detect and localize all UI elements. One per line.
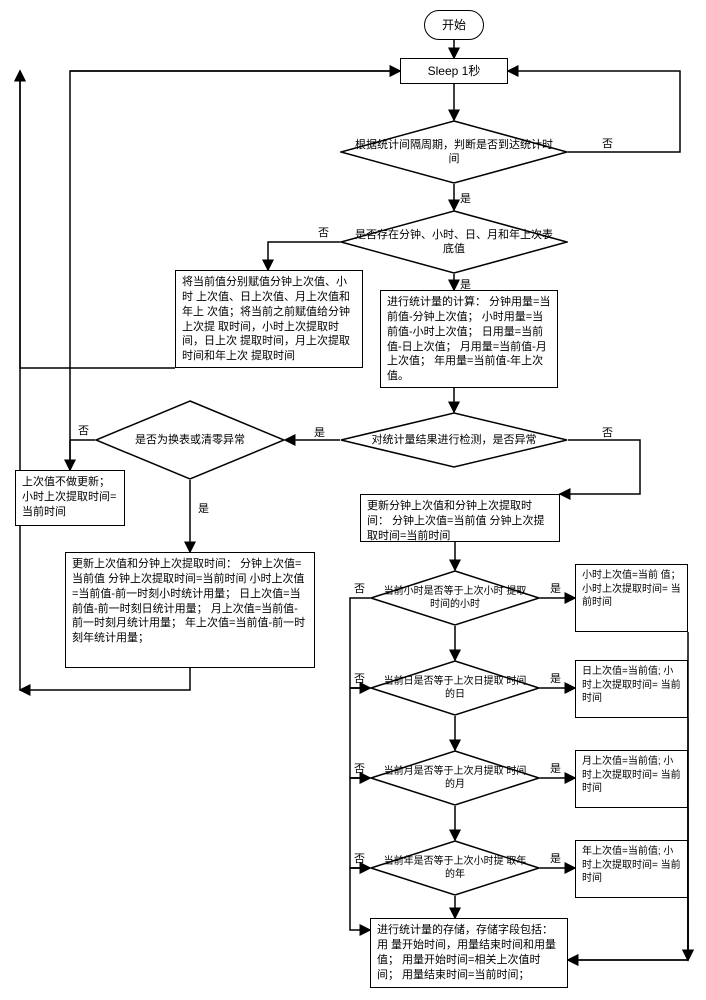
label-yes: 是 — [458, 276, 473, 292]
hour-result-node: 小时上次值=当前 值； 小时上次提取时间= 当前时间 — [575, 564, 688, 632]
label-yes: 是 — [458, 190, 473, 206]
label-no: 否 — [600, 424, 615, 440]
day-result-node: 日上次值=当前值; 小时上次提取时间= 当前时间 — [575, 660, 688, 718]
label-no: 否 — [600, 135, 615, 151]
year-result-node: 年上次值=当前值; 小时上次提取时间= 当前时间 — [575, 840, 688, 898]
label-yes: 是 — [312, 424, 327, 440]
label-yes: 是 — [548, 850, 563, 866]
decision-hour: 当前小时是否等于上次小时 提取时间的小时 — [370, 570, 540, 626]
label-no: 否 — [352, 850, 367, 866]
update-all-node: 更新上次值和分钟上次提取时间： 分钟上次值=当前值 分钟上次提取时间=当前时间 … — [65, 552, 315, 668]
sleep-node: Sleep 1秒 — [400, 58, 508, 84]
decision-year: 当前年是否等于上次小时提 取年的年 — [370, 840, 540, 896]
label-yes: 是 — [548, 760, 563, 776]
label-no: 否 — [76, 422, 91, 438]
assign-node: 将当前值分别赋值分钟上次值、小时 上次值、日上次值、月上次值和年上 次值；将当前… — [175, 270, 363, 368]
store-node: 进行统计量的存储，存储字段包括：用 量开始时间，用量结束时间和用量值； 用量开始… — [370, 918, 568, 988]
decision-cycle: 根据统计间隔周期，判断是否到达统计时 间 — [340, 120, 568, 184]
decision-month: 当前月是否等于上次月提取 时间的月 — [370, 750, 540, 806]
label-yes: 是 — [548, 670, 563, 686]
label-no: 否 — [352, 760, 367, 776]
decision-anomaly: 对统计量结果进行检测，是否异常 — [340, 412, 568, 468]
label-yes: 是 — [196, 500, 211, 516]
label-yes: 是 — [548, 580, 563, 596]
decision-exist: 是否存在分钟、小时、日、月和年上次表 底值 — [340, 210, 568, 274]
month-result-node: 月上次值=当前值; 小时上次提取时间= 当前时间 — [575, 750, 688, 808]
label-no: 否 — [316, 224, 331, 240]
calc-node: 进行统计量的计算： 分钟用量=当前值-分钟上次值； 小时用量=当前值-小时上次值… — [380, 290, 558, 388]
decision-day: 当前日是否等于上次日提取 时间的日 — [370, 660, 540, 716]
update-minute-node: 更新分钟上次值和分钟上次提取时间： 分钟上次值=当前值 分钟上次提取时间=当前时… — [360, 494, 560, 542]
start-node: 开始 — [424, 10, 484, 40]
label-no: 否 — [352, 580, 367, 596]
label-no: 否 — [352, 670, 367, 686]
decision-swap: 是否为换表或清零异常 — [95, 400, 285, 480]
